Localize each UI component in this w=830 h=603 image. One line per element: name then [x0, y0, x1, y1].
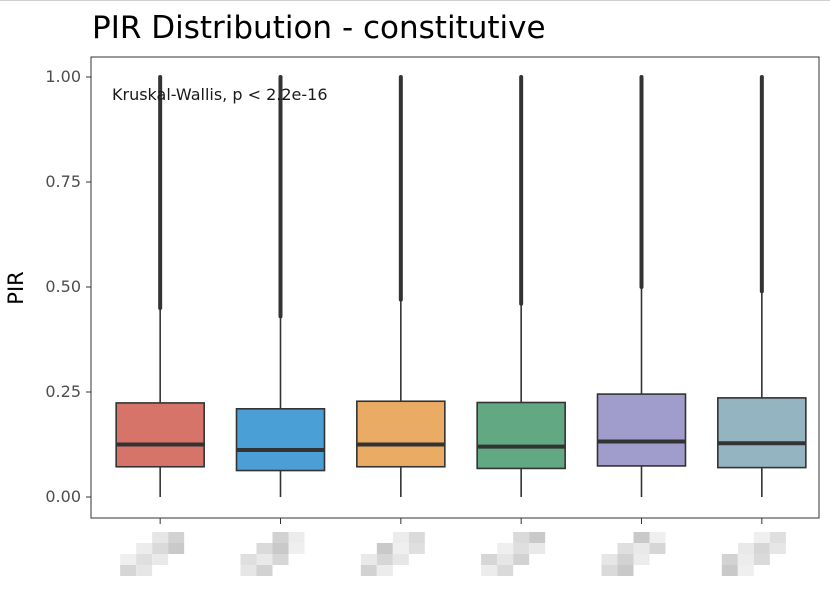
label-pixel: [513, 532, 530, 543]
label-pixel: [288, 532, 305, 543]
x-axis: [120, 518, 786, 576]
label-pixel: [601, 554, 618, 565]
label-pixel: [633, 554, 650, 565]
label-pixel: [120, 565, 137, 576]
label-pixel: [136, 554, 153, 565]
label-pixel: [481, 565, 498, 576]
label-pixel: [601, 565, 618, 576]
y-tick-label: 1.00: [45, 67, 81, 86]
label-pixel: [168, 543, 185, 554]
box: [717, 397, 807, 469]
box-group: [596, 75, 687, 497]
label-pixel: [240, 565, 257, 576]
label-pixel: [392, 554, 409, 565]
label-pixel: [168, 532, 185, 543]
label-pixel: [617, 554, 634, 565]
label-pixel: [753, 543, 770, 554]
y-axis-label: PIR: [4, 271, 28, 304]
label-pixel: [376, 565, 393, 576]
label-pixel: [649, 532, 666, 543]
label-pixel: [272, 532, 289, 543]
label-pixel: [152, 554, 169, 565]
label-pixel: [633, 532, 650, 543]
label-pixel: [737, 543, 754, 554]
x-tick-label-pixelated: [481, 532, 546, 576]
label-pixel: [529, 532, 546, 543]
label-pixel: [737, 554, 754, 565]
label-pixel: [513, 543, 530, 554]
box-group: [717, 75, 807, 497]
x-tick-label-pixelated: [721, 532, 786, 576]
top-border-line: [0, 0, 830, 1]
label-pixel: [721, 554, 738, 565]
box: [596, 393, 687, 467]
box-group: [235, 75, 326, 497]
label-pixel: [240, 554, 257, 565]
y-axis: 0.00 0.25 0.50 0.75 1.00: [45, 67, 91, 506]
x-tick-label-pixelated: [601, 532, 666, 576]
y-tick-label: 0.50: [45, 277, 81, 296]
label-pixel: [376, 543, 393, 554]
box-group: [356, 75, 446, 497]
chart-title: PIR Distribution - constitutive: [92, 10, 546, 46]
label-pixel: [256, 554, 273, 565]
box-series: [115, 75, 807, 497]
y-tick-label: 0.00: [45, 487, 81, 506]
label-pixel: [360, 554, 377, 565]
label-pixel: [136, 543, 153, 554]
box: [476, 401, 566, 470]
label-pixel: [152, 532, 169, 543]
label-pixel: [513, 554, 530, 565]
label-pixel: [152, 543, 169, 554]
x-tick-label-pixelated: [360, 532, 425, 576]
label-pixel: [497, 565, 514, 576]
label-pixel: [737, 565, 754, 576]
label-pixel: [272, 543, 289, 554]
box-group: [476, 75, 566, 497]
label-pixel: [408, 532, 425, 543]
label-pixel: [769, 543, 786, 554]
label-pixel: [753, 532, 770, 543]
x-tick-label-pixelated: [120, 532, 185, 576]
kruskal-wallis-annotation: Kruskal-Wallis, p < 2.2e-16: [112, 85, 328, 104]
box: [115, 402, 205, 468]
label-pixel: [721, 565, 738, 576]
label-pixel: [120, 554, 137, 565]
label-pixel: [272, 554, 289, 565]
label-pixel: [617, 543, 634, 554]
y-tick-label: 0.75: [45, 172, 81, 191]
x-tick-label-pixelated: [240, 532, 305, 576]
label-pixel: [360, 565, 377, 576]
y-tick-label: 0.25: [45, 382, 81, 401]
box-group: [115, 75, 205, 497]
label-pixel: [497, 543, 514, 554]
label-pixel: [256, 565, 273, 576]
label-pixel: [256, 543, 273, 554]
label-pixel: [136, 565, 153, 576]
label-pixel: [481, 554, 498, 565]
label-pixel: [497, 554, 514, 565]
label-pixel: [408, 543, 425, 554]
label-pixel: [288, 543, 305, 554]
label-pixel: [376, 554, 393, 565]
label-pixel: [649, 543, 666, 554]
label-pixel: [392, 532, 409, 543]
label-pixel: [769, 532, 786, 543]
label-pixel: [617, 565, 634, 576]
label-pixel: [753, 554, 770, 565]
label-pixel: [529, 543, 546, 554]
box: [235, 407, 326, 472]
box: [356, 400, 446, 468]
plot-panel: [90, 56, 820, 519]
label-pixel: [392, 543, 409, 554]
label-pixel: [633, 543, 650, 554]
